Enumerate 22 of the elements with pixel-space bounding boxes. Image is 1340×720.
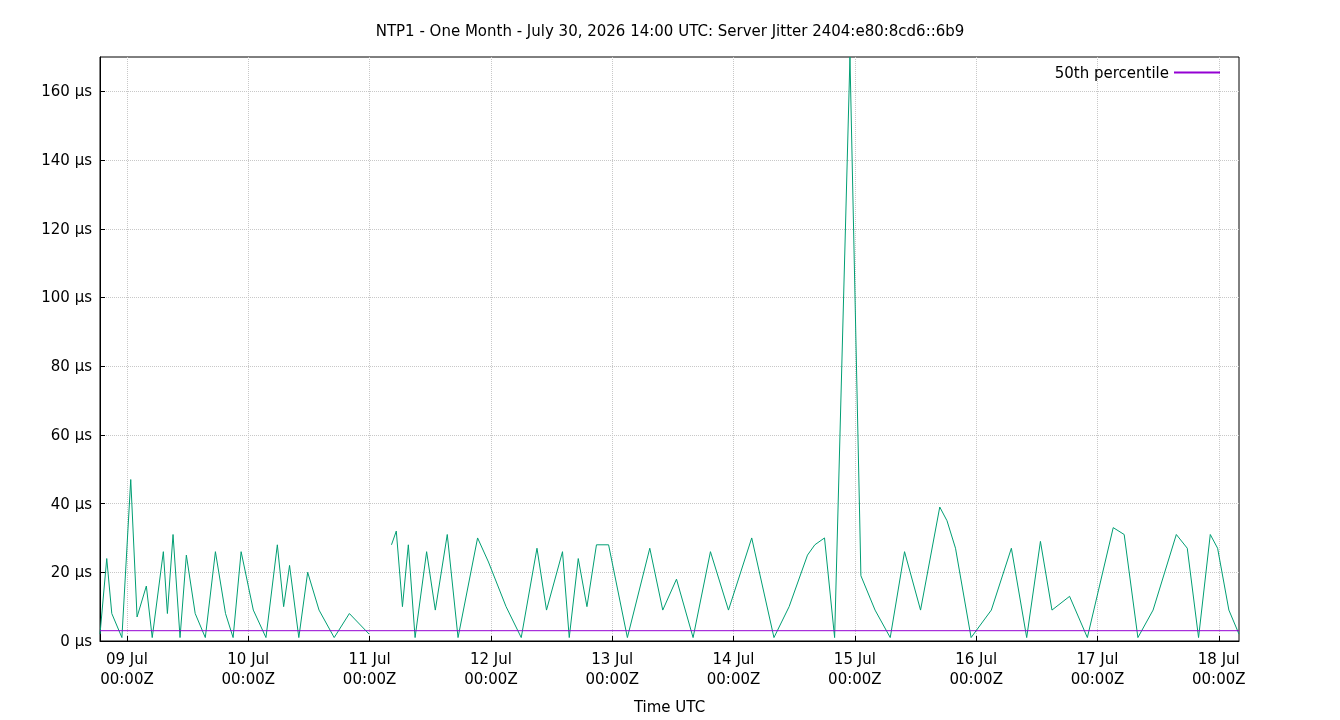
y-tick-label: 100 µs — [41, 288, 93, 307]
y-tick-label: 60 µs — [50, 425, 93, 444]
x-tick-label: 17 Jul 00:00Z — [1070, 650, 1125, 688]
y-tick-label: 140 µs — [41, 151, 93, 170]
y-tick-label: 40 µs — [50, 494, 93, 513]
x-tick-label: 09 Jul 00:00Z — [100, 650, 154, 688]
x-tick-label: 14 Jul 00:00Z — [706, 650, 761, 688]
x-axis-title: Time UTC — [632, 697, 706, 716]
chart-title: NTP1 - One Month - July 30, 2026 14:00 UTC: Server Jitter 2404:e80:8cd6::6b9 — [375, 21, 965, 40]
x-tick-label: 16 Jul 00:00Z — [949, 650, 1003, 688]
x-tick-label: 10 Jul 00:00Z — [221, 650, 276, 688]
x-tick-label: 13 Jul 00:00Z — [585, 650, 639, 688]
y-tick-label: 20 µs — [50, 563, 93, 582]
x-tick-label: 18 Jul 00:00Z — [1192, 650, 1246, 688]
x-tick-label: 11 Jul 00:00Z — [342, 650, 397, 688]
x-tick-label: 15 Jul 00:00Z — [828, 650, 882, 688]
y-tick-label: 80 µs — [50, 357, 93, 376]
y-tick-label: 0 µs — [60, 632, 93, 650]
y-tick-label: 120 µs — [41, 219, 93, 238]
legend-label: 50th percentile — [1054, 63, 1169, 82]
x-tick-label: 12 Jul 00:00Z — [464, 650, 518, 688]
y-tick-label: 160 µs — [41, 82, 93, 101]
